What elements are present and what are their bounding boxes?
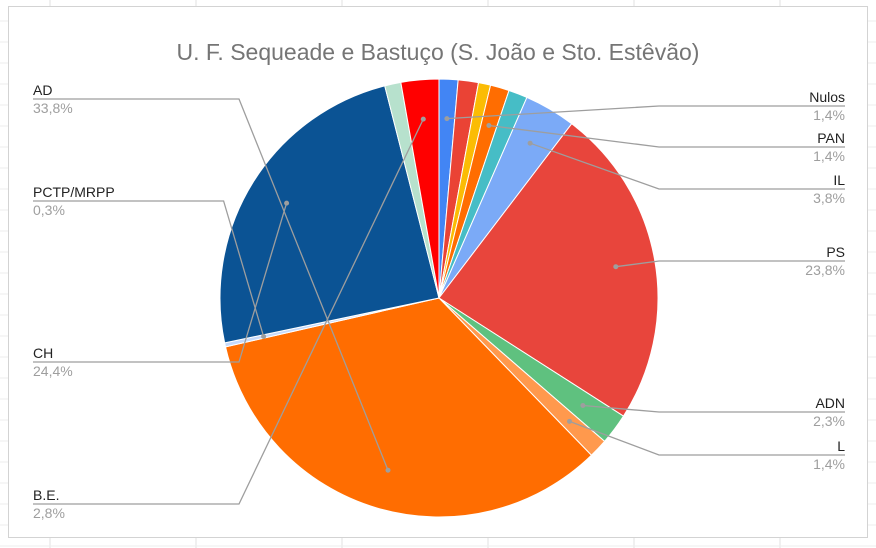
pie-chart[interactable]: U. F. Sequeade e Bastuço (S. João e Sto.… <box>9 7 867 537</box>
slice-label-name-ad: AD <box>33 82 52 98</box>
slice-label-name-ps: PS <box>826 244 845 260</box>
slice-label-value-b-e: 2,8% <box>33 505 65 521</box>
chart-container[interactable]: U. F. Sequeade e Bastuço (S. João e Sto.… <box>8 6 868 538</box>
leader-dot-pctp-mrpp <box>261 334 267 339</box>
slice-label-value-pctp-mrpp: 0,3% <box>33 202 65 218</box>
slice-labels: Nulos 1,4% PAN 1,4% IL 3,8% PS 23,8% ADN 2,3% L 1,4… <box>33 82 845 521</box>
leader-dot-adn <box>580 403 586 408</box>
leader-dot-nulos <box>444 116 450 122</box>
slice-label-name-nulos: Nulos <box>809 89 845 105</box>
leader-line-ch <box>33 202 288 363</box>
slice-label-name-ch: CH <box>33 345 53 361</box>
leader-line-adn <box>582 404 845 413</box>
leader-dot-il <box>527 140 533 146</box>
pie-slice-ps-6[interactable] <box>438 123 659 417</box>
leader-dot-l <box>567 418 572 424</box>
slice-label-value-adn: 2,3% <box>813 413 845 429</box>
slice-label-name-l: L <box>837 438 845 454</box>
leader-dot-ch <box>284 200 290 206</box>
pie-slice-b-e-13[interactable] <box>400 78 440 299</box>
slice-label-value-ch: 24,4% <box>33 363 73 379</box>
chart-title: U. F. Sequeade e Bastuço (S. João e Sto.… <box>177 39 700 65</box>
leader-dot-b-e <box>420 116 426 122</box>
leader-line-nulos <box>446 105 845 120</box>
slice-label-value-nulos: 1,4% <box>813 107 845 123</box>
leader-line-ps <box>615 260 845 268</box>
slice-label-name-b-e: B.E. <box>33 487 59 503</box>
pie-slice-ad-9[interactable] <box>224 297 593 518</box>
leader-line-l <box>569 420 845 456</box>
leader-line-ad <box>33 98 389 471</box>
slice-label-value-ad: 33,8% <box>33 100 73 116</box>
slice-label-name-pctp-mrpp: PCTP/MRPP <box>33 184 115 200</box>
pie-slices <box>219 78 659 518</box>
leader-line-b-e <box>33 118 424 505</box>
slice-label-value-pan: 1,4% <box>813 148 845 164</box>
pie-slice-ch-11[interactable] <box>219 85 440 344</box>
slice-label-name-il: IL <box>833 172 845 188</box>
leader-dot-pan <box>486 123 492 128</box>
leader-line-il <box>529 142 845 190</box>
slice-label-name-pan: PAN <box>817 130 845 146</box>
leader-line-pctp-mrpp <box>33 200 265 337</box>
slice-label-value-ps: 23,8% <box>805 262 845 278</box>
leader-dot-ps <box>613 264 619 270</box>
leader-line-pan <box>488 124 845 148</box>
slice-label-name-adn: ADN <box>815 395 845 411</box>
leader-dot-ad <box>385 467 391 473</box>
slice-label-value-l: 1,4% <box>813 456 845 472</box>
slice-label-value-il: 3,8% <box>813 190 845 206</box>
